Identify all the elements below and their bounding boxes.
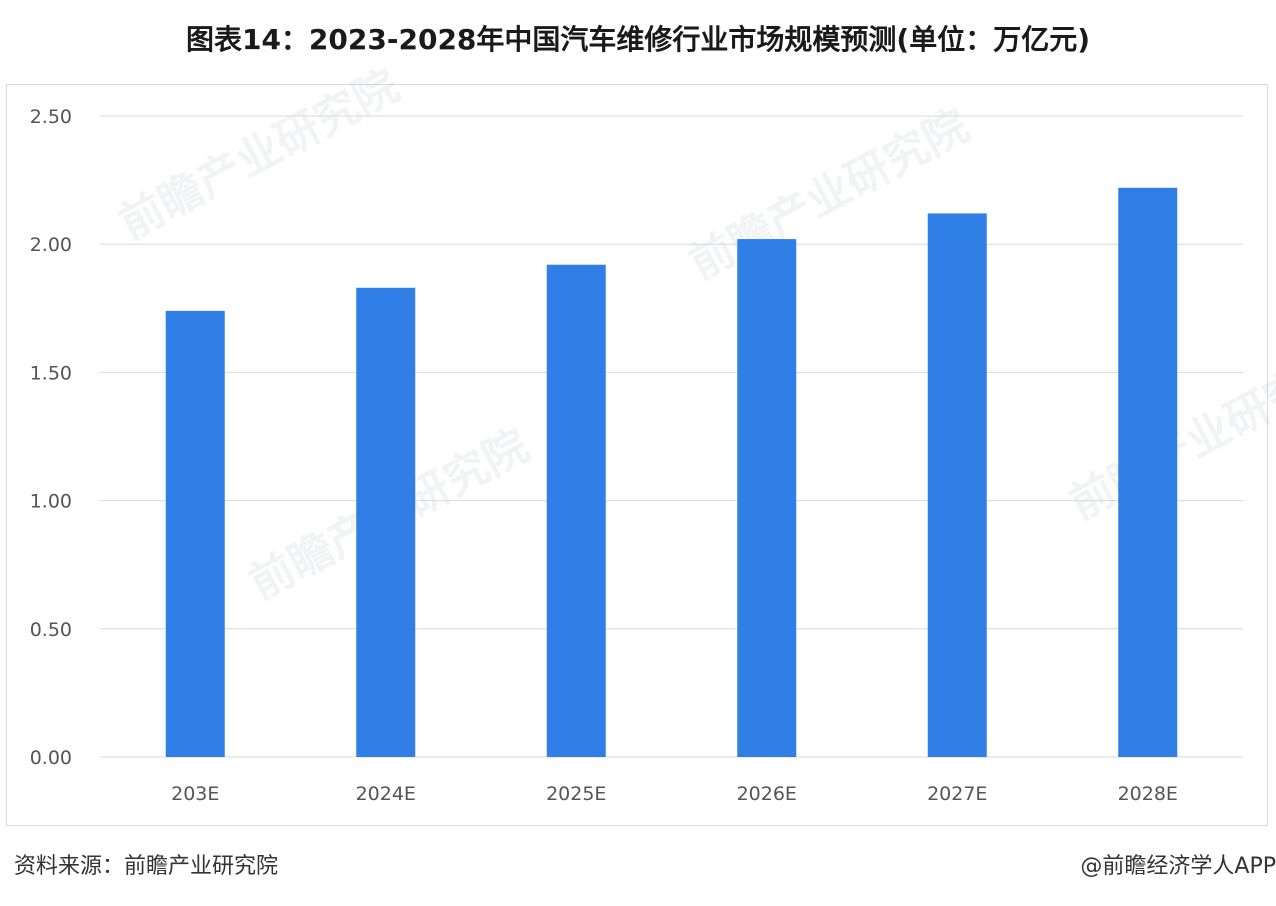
- gridlines: [100, 115, 1243, 758]
- y-tick-label: 0.00: [30, 747, 72, 769]
- bar: [1118, 187, 1178, 758]
- bar: [737, 239, 797, 757]
- x-tick-label: 2028E: [1118, 783, 1178, 805]
- x-tick-label: 2026E: [737, 783, 797, 805]
- y-axis-ticks: 0.00 0.50 1.00 1.50 2.00 2.50: [30, 106, 72, 769]
- bar: [356, 287, 416, 757]
- x-axis-ticks: 203E 2024E 2025E 2026E 2027E 2028E: [171, 783, 1178, 805]
- watermark-text: 前瞻产业研究院: [111, 60, 407, 250]
- source-note: 资料来源：前瞻产业研究院: [14, 854, 279, 879]
- bars: [165, 187, 1178, 758]
- credit-note: @前瞻经济学人APP: [1080, 854, 1276, 879]
- watermarks: 前瞻产业研究院前瞻产业研究院前瞻产业研究院前瞻产业研究院: [111, 60, 1276, 610]
- y-tick-label: 2.00: [30, 234, 72, 256]
- x-tick-label: 2025E: [546, 783, 606, 805]
- y-tick-label: 0.50: [30, 619, 72, 641]
- chart-title: 图表14：2023-2028年中国汽车维修行业市场规模预测(单位：万亿元): [185, 23, 1091, 56]
- bar: [165, 310, 225, 757]
- bar: [927, 213, 987, 757]
- y-tick-label: 1.50: [30, 362, 72, 384]
- y-tick-label: 1.00: [30, 491, 72, 513]
- x-tick-label: 203E: [171, 783, 219, 805]
- y-tick-label: 2.50: [30, 106, 72, 128]
- x-tick-label: 2024E: [356, 783, 416, 805]
- x-tick-label: 2027E: [927, 783, 987, 805]
- bar: [546, 264, 606, 757]
